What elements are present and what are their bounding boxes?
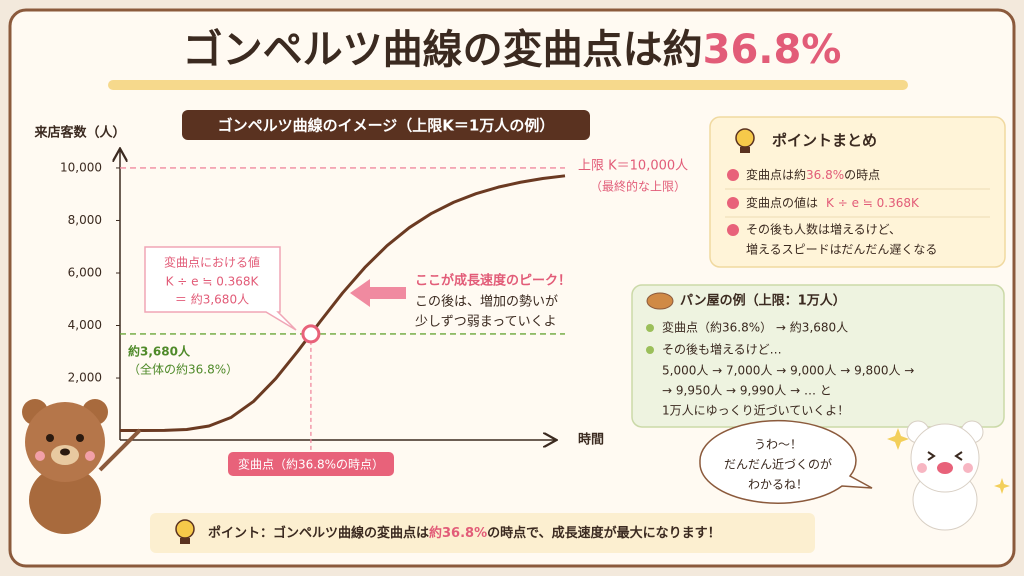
check-icon bbox=[727, 197, 739, 209]
summary-item: 変曲点は約36.8%の時点 bbox=[746, 167, 880, 182]
y-tick-label: 6,000 bbox=[68, 265, 102, 279]
item-text: 変曲点は約 bbox=[746, 167, 806, 182]
callout-line: 変曲点における値 bbox=[164, 255, 260, 270]
summary-item: 増えるスピードはだんだん遅くなる bbox=[746, 243, 937, 257]
footer-text: ポイント：ゴンペルツ曲線の変曲点は約36.8%の時点で、成長速度が最大になります… bbox=[208, 525, 721, 541]
chart-title-pill bbox=[182, 110, 590, 140]
speech-line: だんだん近づくのが bbox=[724, 457, 832, 472]
curve bbox=[120, 174, 566, 433]
summary-item: 変曲点の値は K ÷ e ≒ 0.368K bbox=[746, 195, 920, 210]
bullet bbox=[646, 324, 654, 332]
brown-bear bbox=[22, 399, 142, 534]
x-axis-label: 時間 bbox=[578, 432, 604, 448]
white-bear bbox=[906, 420, 984, 531]
check-icon bbox=[727, 169, 739, 181]
footer-after: の時点で、成長速度が最大になります！ bbox=[487, 525, 720, 541]
summary-panel bbox=[709, 116, 1006, 268]
bakery-title: パン屋の例（上限：1万人） bbox=[680, 293, 846, 309]
summary-item: その後も人数は増えるけど、 bbox=[746, 222, 901, 237]
bakery-line: 5,000人 → 7,000人 → 9,000人 → 9,800人 → bbox=[662, 364, 914, 378]
limit-note: （最終的な上限） bbox=[590, 179, 686, 194]
title-text: ゴンペルツ曲線の変曲点は約 bbox=[183, 27, 703, 73]
speech-line: わかるね！ bbox=[748, 478, 808, 492]
speech-line: うわ〜！ bbox=[754, 438, 802, 452]
footer-highlight: 約36.8% bbox=[429, 525, 487, 541]
peak-note: 少しずつ弱まっていくよ bbox=[415, 315, 557, 330]
y-tick-label: 2,000 bbox=[68, 371, 102, 385]
callout-line: ＝ 約3,680人 bbox=[175, 292, 249, 307]
chart-title: ゴンペルツ曲線のイメージ（上限K＝1万人の例） bbox=[218, 117, 555, 135]
bulb-icon bbox=[175, 519, 195, 544]
callout-line: K ÷ e ≒ 0.368K bbox=[166, 275, 260, 289]
inflection-share-label: （全体の約36.8%） bbox=[128, 362, 238, 377]
title-underline bbox=[108, 80, 908, 90]
summary-title: ポイントまとめ bbox=[772, 132, 877, 150]
bulb-icon bbox=[735, 128, 755, 153]
title-highlight: 36.8% bbox=[703, 27, 842, 73]
bullet bbox=[646, 346, 654, 354]
inflection-value-label: 約3,680人 bbox=[128, 344, 191, 359]
check-icon bbox=[727, 224, 739, 236]
peak-arrow bbox=[350, 279, 406, 307]
callout-box bbox=[144, 246, 297, 331]
bread-icon bbox=[646, 292, 674, 310]
item-highlight: 36.8% bbox=[806, 168, 844, 182]
inflection-tag-text: 変曲点（約36.8%の時点） bbox=[238, 457, 384, 472]
bakery-line: その後も増えるけど… bbox=[662, 343, 782, 357]
peak-note: この後は、増加の勢いが bbox=[415, 295, 558, 310]
inflection-tag bbox=[228, 452, 394, 476]
page-title: ゴンペルツ曲線の変曲点は約36.8% bbox=[183, 27, 842, 73]
inflection-point bbox=[301, 324, 321, 344]
peak-note: ここが成長速度のピーク！ bbox=[415, 273, 571, 289]
speech-bubble bbox=[699, 419, 873, 504]
y-tick-label: 8,000 bbox=[68, 213, 102, 227]
limit-label: 上限 K＝10,000人 bbox=[578, 159, 688, 174]
footer-before: ポイント：ゴンペルツ曲線の変曲点は bbox=[208, 525, 429, 541]
sparkles bbox=[887, 428, 1010, 494]
bakery-line: 変曲点（約36.8%） → 約3,680人 bbox=[662, 320, 848, 335]
y-tick-label: 10,000 bbox=[60, 160, 102, 174]
footer-bar bbox=[150, 513, 815, 553]
bakery-line: 1万人にゆっくり近づいていくよ！ bbox=[662, 404, 849, 418]
y-axis-label: 来店客数（人） bbox=[33, 125, 125, 141]
item-text: 変曲点の値は bbox=[746, 195, 818, 210]
plot: 2,000 4,000 6,000 8,000 10,000 bbox=[60, 160, 566, 452]
y-tick-label: 4,000 bbox=[68, 318, 102, 332]
item-highlight: K ÷ e ≒ 0.368K bbox=[826, 196, 920, 210]
item-text: の時点 bbox=[844, 168, 880, 182]
bakery-line: → 9,950人 → 9,990人 → … と bbox=[662, 384, 832, 398]
